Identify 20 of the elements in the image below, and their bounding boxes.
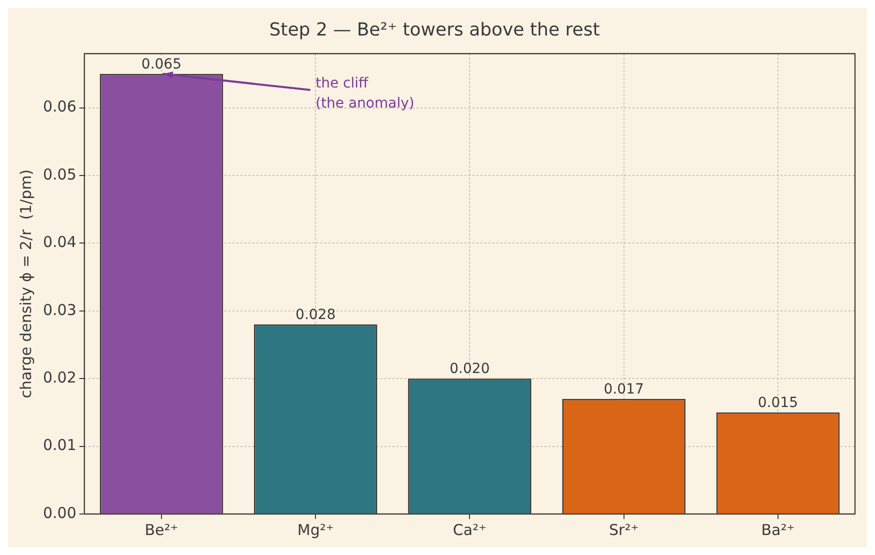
x-tick-label: Mg²⁺ [297,520,334,539]
data-label: 0.065 [141,56,182,73]
annotation: the cliff (the anomaly) [316,76,414,112]
data-label: 0.020 [450,361,490,378]
data-label: 0.028 [296,307,336,324]
y-axis-title: charge density ϕ = 2/r (1/pm) [16,169,35,398]
x-tick-label: Ca²⁺ [452,520,487,539]
data-label: 0.015 [758,395,798,412]
y-tick-label: 0.04 [42,233,76,252]
chart-title: Step 2 — Be²⁺ towers above the rest [269,19,600,40]
data-label: 0.017 [604,382,644,398]
y-tick-label: 0.00 [42,504,76,522]
y-tick-label: 0.01 [42,436,76,454]
y-tick-label: 0.05 [42,165,76,184]
x-tick-label: Ba²⁺ [761,520,795,539]
y-tick-label: 0.02 [42,368,76,386]
y-tick-label: 0.06 [42,98,76,116]
x-tick-label: Be²⁺ [144,520,178,539]
x-tick-label: Sr²⁺ [609,520,639,539]
y-tick-label: 0.03 [42,300,76,319]
